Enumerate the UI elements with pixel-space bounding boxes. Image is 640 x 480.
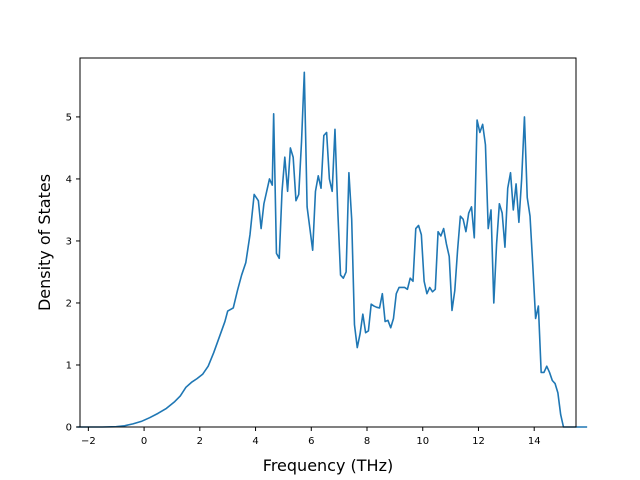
x-tick-label: 12: [472, 436, 485, 447]
x-tick-label: −2: [81, 436, 96, 447]
axes-frame: [79, 57, 577, 428]
y-tick-label: 2: [66, 298, 72, 309]
x-tick-label: 8: [364, 436, 370, 447]
x-tick-label: 14: [528, 436, 541, 447]
y-tick-label: 3: [66, 236, 72, 247]
dos-series-line: [77, 71, 588, 428]
y-tick-label: 1: [66, 360, 72, 371]
x-axis-label: Frequency (THz): [263, 456, 393, 475]
x-tick-label: 4: [252, 436, 258, 447]
y-tick-label: 4: [66, 174, 72, 185]
x-tick-label: 6: [308, 436, 314, 447]
plot-area: [77, 71, 588, 428]
x-tick-label: 0: [141, 436, 147, 447]
y-tick-label: 5: [66, 112, 72, 123]
x-tick-label: 10: [416, 436, 429, 447]
y-axis-label: Density of States: [35, 174, 54, 311]
x-tick-label: 2: [197, 436, 203, 447]
y-tick-label: 0: [66, 423, 72, 434]
